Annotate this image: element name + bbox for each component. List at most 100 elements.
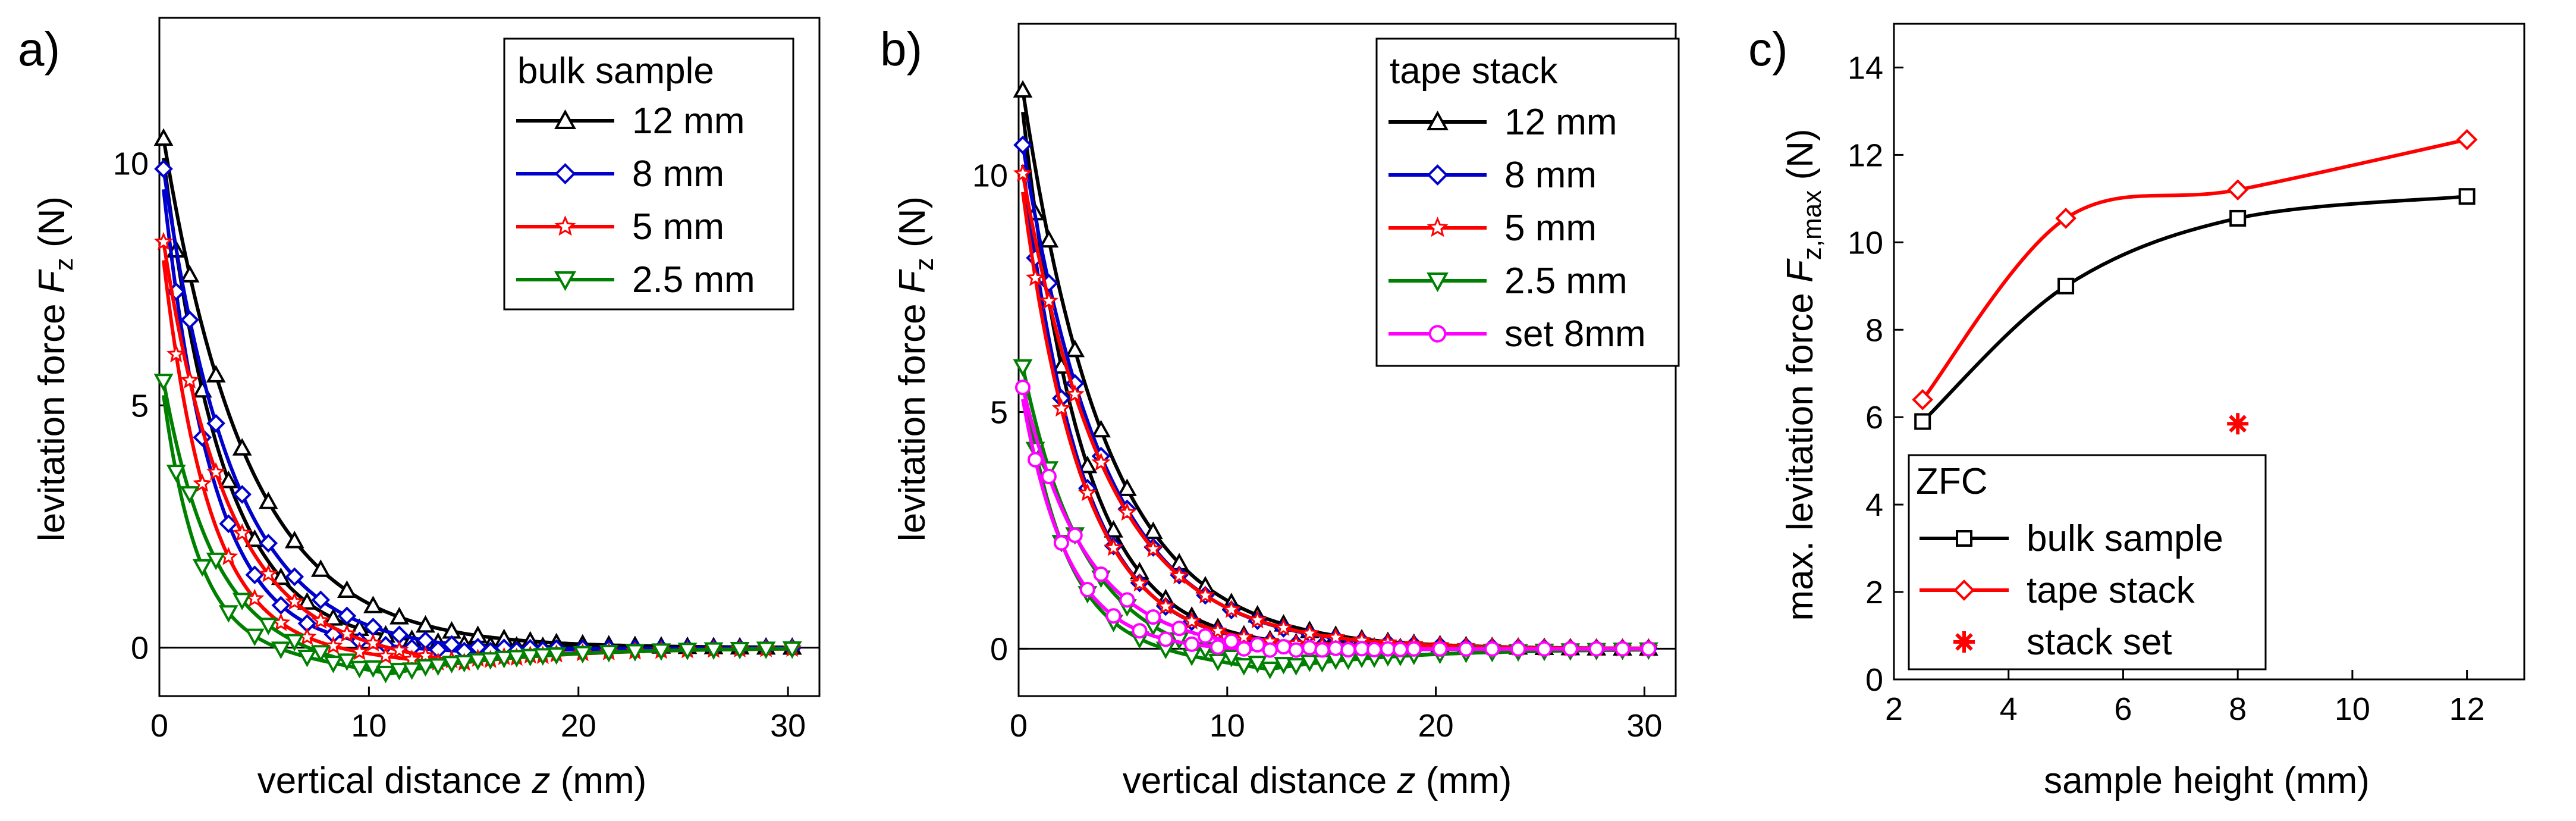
panel-0-series-3-marker-down-16 bbox=[573, 645, 593, 664]
panel-1-series-3-marker-down-8 bbox=[1221, 650, 1242, 668]
panel-1-series-2-marker-up-5 bbox=[1156, 596, 1176, 615]
panel-0-series-3-marker-up-5 bbox=[297, 650, 317, 668]
panel-b-legend: tape stack 12 mm 8 mm 5 mm 2.5 mm set 8mm bbox=[1375, 37, 1680, 367]
panel-0-series-2-marker-down-0 bbox=[153, 231, 174, 250]
panel-0-series-1-marker-down-7 bbox=[337, 606, 357, 626]
panel-2-series-1 bbox=[1912, 129, 2478, 411]
panel-a-ylabel-var: F bbox=[32, 269, 73, 293]
panel-0-series-3-marker-down-15 bbox=[546, 647, 567, 665]
panel-a-legend-entries: 12 mm 8 mm 5 mm 2.5 mm bbox=[516, 101, 755, 300]
panel-0-series-3-marker-up-8 bbox=[376, 665, 395, 684]
panel-0-series-1-marker-down-4 bbox=[259, 534, 278, 553]
panel-0-series-3-marker-up-9 bbox=[402, 662, 422, 680]
panel-1-series-4-marker-down-20 bbox=[1536, 641, 1553, 657]
panel-c: c) max. levitation force Fz,max (N) samp… bbox=[1748, 23, 2525, 801]
panel-1-series-4-marker-down-15 bbox=[1406, 641, 1422, 657]
panel-1-series-3-marker-down-11 bbox=[1299, 654, 1320, 672]
panel-1-legend-label-3: 2.5 mm bbox=[1504, 261, 1628, 302]
panel-0-series-0-marker-up-5 bbox=[297, 592, 317, 610]
panel-0-series-3-marker-up-0 bbox=[166, 465, 186, 482]
panel-0-series-1-marker-down-6 bbox=[311, 590, 331, 610]
panel-0-series-3-marker-down-22 bbox=[730, 641, 750, 660]
panel-b-legend-entries: 12 mm 8 mm 5 mm 2.5 mm set 8mm bbox=[1388, 102, 1646, 355]
panel-b-xlabel-prefix: vertical distance bbox=[1123, 760, 1387, 801]
panel-2-ytick-label-4: 8 bbox=[1865, 312, 1883, 348]
panel-1-series-3-marker-down-10 bbox=[1274, 657, 1293, 675]
panel-1-series-2-marker-down-1 bbox=[1039, 291, 1058, 309]
panel-a-ylabel-sub: z bbox=[49, 258, 78, 271]
panel-a-xlabel: vertical distance z (mm) bbox=[257, 760, 647, 801]
panel-0-series-3-marker-down-14 bbox=[520, 648, 541, 667]
panel-c-ylabel-prefix: max. levitation force bbox=[1780, 293, 1821, 621]
panel-1-series-4-marker-up-13 bbox=[1366, 641, 1383, 658]
panel-b-xlabel-var: z bbox=[1396, 760, 1415, 801]
panel-0-series-0-marker-up-4 bbox=[271, 567, 291, 585]
panel-b-ylabel: levitation force Fz (N) bbox=[892, 196, 939, 541]
panel-1-series-4-marker-down-4 bbox=[1119, 592, 1135, 608]
panel-1-series-4-marker-up-12 bbox=[1340, 642, 1356, 658]
panel-1-series-2-marker-down-9 bbox=[1248, 610, 1267, 629]
panel-1-series-0-marker-down-0 bbox=[1013, 80, 1033, 98]
panel-0-series-1-marker-up-3 bbox=[245, 565, 265, 585]
panel-1-series-4-marker-down-8 bbox=[1223, 633, 1239, 649]
panel-1-series-2-marker-up-4 bbox=[1130, 573, 1149, 592]
panel-c-ylabel-unit: (N) bbox=[1780, 129, 1821, 180]
panel-0-series-3-marker-down-8 bbox=[363, 660, 383, 678]
panel-2-xtick-label-2: 6 bbox=[2114, 691, 2132, 727]
panel-a-xlabel-prefix: vertical distance bbox=[257, 760, 522, 801]
panel-1-series-0-marker-up-3 bbox=[1104, 520, 1124, 538]
panel-b-plot: 0 10 20 30 0 5 10 bbox=[972, 23, 1677, 744]
panel-0-series-0-marker-down-9 bbox=[389, 607, 409, 625]
panel-0-series-3-marker-down-12 bbox=[468, 653, 488, 671]
panel-0-series-3-marker-down-21 bbox=[703, 642, 724, 660]
panel-1-series-4-marker-up-4 bbox=[1132, 623, 1148, 639]
panel-1-series-4-marker-down-13 bbox=[1354, 641, 1370, 657]
panel-b-label: b) bbox=[880, 23, 922, 76]
panel-1-series-3-marker-down-9 bbox=[1248, 656, 1268, 673]
panel-1-series-4-marker-up-3 bbox=[1105, 608, 1121, 624]
panel-1-series-4-marker-down-1 bbox=[1041, 468, 1057, 484]
panel-1-series-2-marker-down-5 bbox=[1144, 539, 1163, 557]
panel-2-ytick-label-0: 0 bbox=[1865, 662, 1883, 698]
panel-1-series-4-marker-down-7 bbox=[1197, 628, 1214, 644]
panel-2-legend-marker-1 bbox=[1953, 579, 1975, 601]
panel-2-series-1-point-3 bbox=[2456, 129, 2478, 151]
panel-1-series-4-marker-down-9 bbox=[1249, 637, 1265, 653]
panel-1-series-4-marker-up-8 bbox=[1236, 641, 1252, 657]
panel-c-label: c) bbox=[1748, 23, 1788, 76]
panel-1-legend-marker-4 bbox=[1428, 325, 1447, 343]
panel-0-ytick-label-0: 0 bbox=[131, 631, 149, 666]
panel-0-series-2-marker-down-7 bbox=[337, 623, 357, 643]
panel-0-legend-label-3: 2.5 mm bbox=[632, 259, 755, 300]
panel-1-series-4-marker-up-10 bbox=[1288, 642, 1304, 658]
panel-1-series-2-marker-down-3 bbox=[1091, 452, 1111, 471]
panel-0-series-3-marker-down-0 bbox=[153, 374, 174, 391]
panel-0-series-0-marker-down-8 bbox=[363, 596, 383, 613]
panel-a-legend-title: bulk sample bbox=[517, 51, 714, 92]
panel-2-ytick-label-7: 14 bbox=[1848, 50, 1883, 86]
panel-1-xtick-label-1: 10 bbox=[1210, 708, 1245, 744]
panel-0-series-3-marker-down-13 bbox=[494, 650, 514, 669]
panel-1-ytick-label-2: 10 bbox=[972, 158, 1008, 194]
panel-2-series-1-point-1 bbox=[2055, 208, 2076, 229]
panel-b-legend-title: tape stack bbox=[1390, 51, 1559, 92]
panel-2-ytick-label-5: 10 bbox=[1848, 225, 1883, 261]
panel-2-series-0-line bbox=[1921, 195, 2467, 423]
panel-0-series-2-marker-down-5 bbox=[285, 591, 304, 610]
panel-1-series-2-marker-down-4 bbox=[1117, 502, 1137, 521]
panel-1-series-2-marker-up-8 bbox=[1234, 627, 1254, 645]
panel-1-xtick-label-2: 20 bbox=[1418, 708, 1454, 744]
panel-b-legend-box bbox=[1375, 37, 1680, 367]
panel-0-legend-label-1: 8 mm bbox=[632, 153, 724, 195]
panel-2-xtick-label-1: 4 bbox=[2000, 691, 2018, 727]
panel-0-series-3-marker-down-6 bbox=[310, 645, 331, 663]
panel-b: b) levitation force Fz (N) vertical dist… bbox=[880, 23, 1680, 801]
panel-0-ytick-label-1: 5 bbox=[131, 388, 149, 424]
panel-2-series-1-line bbox=[1921, 137, 2468, 401]
panel-0-series-3-marker-down-24 bbox=[782, 641, 802, 659]
panel-1-series-2-marker-down-10 bbox=[1274, 618, 1293, 637]
panel-0-series-3-marker-down-23 bbox=[756, 641, 776, 659]
panel-0-legend-marker-0 bbox=[554, 109, 576, 129]
panel-a-plot: 0 10 20 30 0 5 10 bbox=[113, 17, 821, 744]
panel-1-series-4-marker-up-9 bbox=[1262, 642, 1278, 658]
